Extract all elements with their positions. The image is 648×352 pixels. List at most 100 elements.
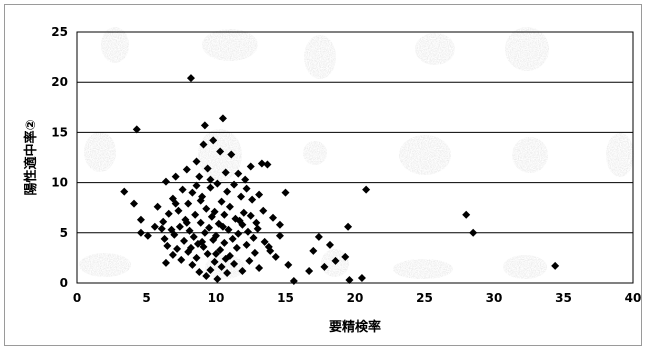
background-smudge bbox=[202, 29, 258, 61]
y-tick-label: 10 bbox=[51, 176, 68, 190]
x-tick-label: 0 bbox=[73, 291, 81, 305]
data-point bbox=[242, 184, 251, 193]
data-point bbox=[210, 257, 219, 266]
data-point bbox=[192, 157, 201, 166]
data-point bbox=[246, 211, 255, 220]
data-point bbox=[132, 125, 141, 134]
data-point bbox=[157, 224, 166, 233]
data-point bbox=[196, 218, 205, 227]
y-tick-labels: 0 5 10 15 20 25 bbox=[51, 25, 68, 290]
data-point bbox=[182, 165, 191, 174]
data-point bbox=[188, 260, 197, 269]
data-point bbox=[253, 224, 262, 233]
x-tick-label: 25 bbox=[416, 291, 433, 305]
background-smudge bbox=[101, 27, 129, 63]
data-point bbox=[209, 136, 218, 145]
y-tick-label: 0 bbox=[60, 276, 68, 290]
data-point bbox=[209, 235, 218, 244]
data-point bbox=[217, 197, 226, 206]
data-point bbox=[170, 230, 179, 239]
data-point bbox=[551, 261, 560, 270]
data-point bbox=[161, 258, 170, 267]
data-point bbox=[168, 250, 177, 259]
data-point bbox=[216, 245, 225, 254]
data-point bbox=[341, 252, 350, 261]
scatter-chart: 0 5 10 15 20 25 0 5 10 15 20 25 30 35 40 要精検率 陽性適中率② bbox=[23, 25, 642, 335]
data-point bbox=[320, 262, 329, 271]
data-point bbox=[210, 207, 219, 216]
data-point bbox=[186, 243, 195, 252]
data-point bbox=[462, 210, 471, 219]
data-point bbox=[136, 215, 145, 224]
x-tick-label: 35 bbox=[555, 291, 572, 305]
data-point bbox=[260, 237, 269, 246]
background-smudge bbox=[304, 35, 336, 79]
data-point bbox=[159, 217, 168, 226]
x-tick-label: 40 bbox=[625, 291, 642, 305]
background-smudge bbox=[399, 135, 451, 175]
background-smudge bbox=[79, 253, 131, 277]
data-point bbox=[188, 188, 197, 197]
data-point bbox=[185, 226, 194, 235]
data-point bbox=[241, 175, 250, 184]
x-tick-labels: 0 5 10 15 20 25 30 35 40 bbox=[73, 291, 642, 305]
data-point bbox=[180, 236, 189, 245]
data-point bbox=[143, 231, 152, 240]
data-point bbox=[184, 199, 193, 208]
data-point bbox=[164, 209, 173, 218]
data-point bbox=[275, 220, 284, 229]
background-smudge bbox=[393, 259, 453, 279]
data-point bbox=[218, 222, 227, 231]
data-point bbox=[238, 266, 247, 275]
data-points bbox=[120, 74, 560, 285]
data-point bbox=[173, 244, 182, 253]
data-point bbox=[218, 114, 227, 123]
data-point bbox=[195, 267, 204, 276]
data-point bbox=[252, 218, 261, 227]
data-point bbox=[191, 210, 200, 219]
data-point bbox=[305, 266, 314, 275]
data-point bbox=[220, 210, 229, 219]
data-point bbox=[200, 228, 209, 237]
data-point bbox=[242, 240, 251, 249]
data-point bbox=[232, 243, 241, 252]
background-smudge bbox=[415, 33, 455, 65]
data-point bbox=[331, 256, 340, 265]
data-point bbox=[189, 232, 198, 241]
data-point bbox=[129, 199, 138, 208]
x-tick-label: 15 bbox=[277, 291, 294, 305]
grid-lines bbox=[77, 31, 633, 284]
data-point bbox=[206, 175, 215, 184]
data-point bbox=[200, 121, 209, 130]
background-smudge bbox=[606, 133, 634, 177]
data-point bbox=[206, 265, 215, 274]
background-smudge bbox=[84, 132, 116, 172]
data-point bbox=[345, 275, 354, 284]
background-smudge bbox=[512, 137, 548, 173]
data-point bbox=[228, 234, 237, 243]
data-point bbox=[227, 150, 236, 159]
background-smudge bbox=[505, 27, 549, 71]
chart-frame: 0 5 10 15 20 25 0 5 10 15 20 25 30 35 40 要精検率 陽性適中率② bbox=[4, 4, 642, 346]
data-point bbox=[248, 195, 257, 204]
data-point bbox=[289, 276, 298, 285]
data-point bbox=[220, 238, 229, 247]
data-point bbox=[199, 140, 208, 149]
data-point bbox=[259, 206, 268, 215]
data-point bbox=[213, 274, 222, 283]
data-point bbox=[268, 213, 277, 222]
data-point bbox=[177, 255, 186, 264]
background-smudge bbox=[503, 255, 547, 279]
data-point bbox=[120, 187, 129, 196]
data-point bbox=[163, 241, 172, 250]
data-point bbox=[186, 74, 195, 83]
y-tick-label: 5 bbox=[60, 226, 68, 240]
y-axis-title: 陽性適中率② bbox=[23, 119, 39, 195]
data-point bbox=[203, 249, 212, 258]
data-point bbox=[171, 199, 180, 208]
data-point bbox=[175, 222, 184, 231]
data-point bbox=[245, 256, 254, 265]
data-point bbox=[230, 180, 239, 189]
axes bbox=[76, 31, 634, 284]
data-point bbox=[250, 248, 259, 257]
